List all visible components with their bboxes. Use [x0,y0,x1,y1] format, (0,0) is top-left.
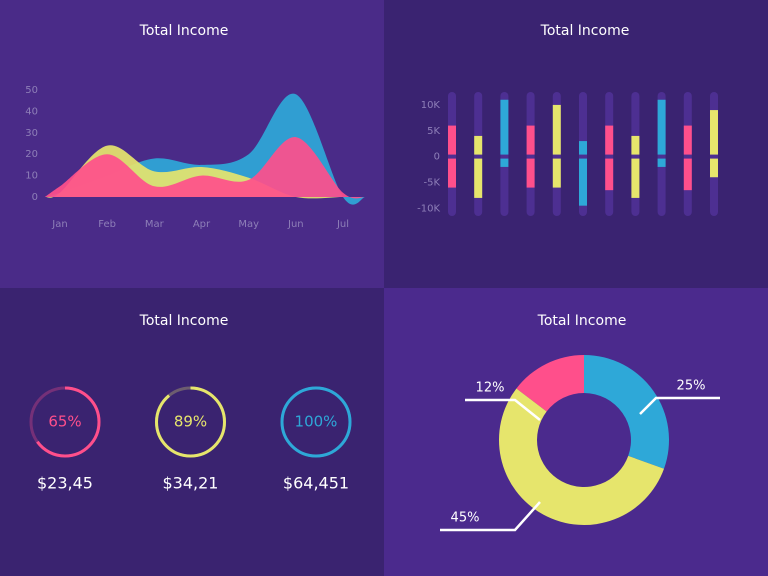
x-tick-label: Jun [287,219,304,230]
bar [448,158,456,188]
slice-label: 25% [677,379,706,394]
y-tick-label: 5K [427,126,440,137]
y-tick-label: 50 [25,85,38,96]
bar [526,158,535,188]
bar [710,110,718,155]
bar [631,135,640,155]
slice-label: 12% [476,381,505,396]
y-tick-label: 10 [25,171,38,182]
bar [683,158,692,191]
area [45,136,365,199]
bar [579,158,587,206]
bar [683,125,692,155]
y-tick-label: -10K [417,203,440,214]
x-tick-label: Jul [336,219,349,230]
x-tick-label: Feb [98,219,116,230]
amount-label: $34,21 [163,474,219,493]
panel-bg [384,288,768,576]
y-tick-label: 0 [434,152,440,163]
bar [500,99,509,155]
leader-line [639,396,720,415]
bar [605,158,614,191]
leader-line [440,501,541,532]
bar [657,158,666,167]
y-tick-label: 30 [25,128,38,139]
panel-bg [0,0,384,288]
bar [500,158,509,167]
y-tick-label: -5K [423,177,440,188]
chart-title: Total Income [540,23,630,39]
bar [605,125,614,155]
bar [710,158,718,178]
bar [552,158,561,188]
x-tick-label: Jan [51,219,67,230]
leader-line [465,398,541,421]
amount-label: $23,45 [37,474,93,493]
amount-label: $64,451 [283,474,349,493]
bar [552,104,561,155]
y-tick-label: 0 [32,192,38,203]
donut-slice [498,388,664,526]
bar [474,135,483,155]
y-tick-label: 20 [25,149,38,160]
gauge-value: 100% [295,413,338,431]
chart-title: Total Income [139,23,229,39]
donut-slice [584,355,669,469]
x-tick-label: Apr [193,219,211,230]
bar [474,158,483,198]
bar [448,125,456,155]
gauge-arc [29,386,101,458]
gauge-value: 65% [48,413,81,431]
slice-label: 45% [451,511,480,526]
bar [526,125,535,155]
panel-bg [0,288,384,576]
bar [631,158,640,198]
bar [657,99,666,155]
gauge-arc [280,386,352,458]
y-tick-label: 40 [25,106,38,117]
x-tick-label: May [238,219,259,230]
chart-title: Total Income [537,313,627,329]
gauge-arc [155,386,226,458]
x-tick-label: Mar [145,219,165,230]
bar [579,141,587,155]
chart-title: Total Income [139,313,229,329]
y-tick-label: 10K [421,100,441,111]
gauge-value: 89% [174,413,207,431]
donut-slice [516,355,584,412]
